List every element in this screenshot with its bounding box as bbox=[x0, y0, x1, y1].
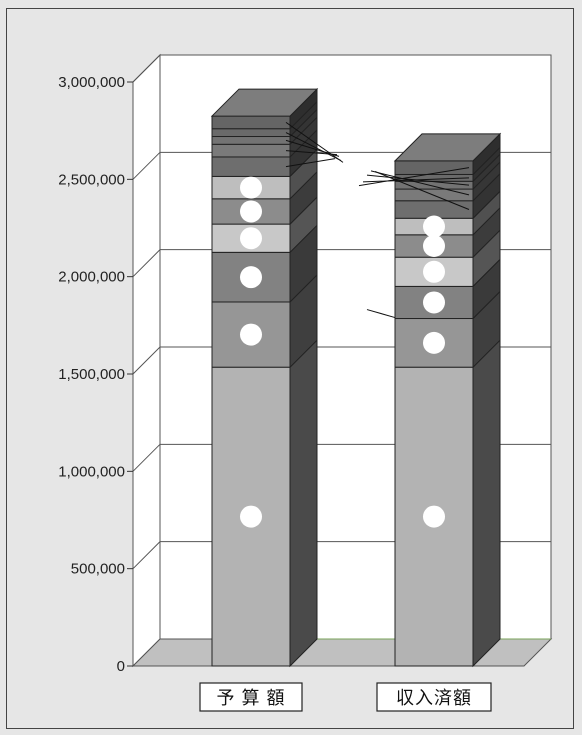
category-label: 収入済額 bbox=[396, 688, 472, 708]
bar-segment bbox=[394, 180, 474, 190]
leader-line bbox=[358, 167, 470, 187]
segment-marker bbox=[423, 215, 445, 238]
bar-top bbox=[210, 88, 319, 117]
leader-line bbox=[362, 177, 470, 183]
y-tick-label: 500,000 bbox=[71, 561, 125, 578]
x-axis-categories: 予 算 額 収入済額 bbox=[199, 682, 492, 712]
leader-line bbox=[366, 309, 396, 319]
leader-lines bbox=[285, 121, 470, 319]
y-tick-label: 1,500,000 bbox=[58, 366, 125, 383]
category-label-box bbox=[376, 682, 492, 712]
bar-top bbox=[393, 133, 502, 162]
bar-segment-side bbox=[472, 338, 501, 668]
category-label-box bbox=[199, 682, 303, 712]
segment-marker bbox=[423, 331, 445, 354]
leader-line bbox=[285, 158, 336, 168]
bar-segment bbox=[211, 115, 291, 130]
y-tick-label: 0 bbox=[117, 658, 125, 675]
y-tick-label: 3,000,000 bbox=[58, 74, 125, 91]
bar-segment bbox=[211, 143, 291, 158]
segment-marker bbox=[240, 323, 262, 346]
category-label: 予 算 額 bbox=[216, 688, 285, 708]
segment-marker bbox=[240, 200, 262, 223]
segment-marker bbox=[423, 235, 445, 258]
bar-segment bbox=[211, 136, 291, 145]
leader-line bbox=[285, 132, 342, 162]
y-axis: 0 500,000 1,000,000 1,500,000 2,000,000 2,500… bbox=[58, 74, 133, 675]
segment-marker bbox=[423, 291, 445, 314]
segment-markers bbox=[240, 176, 445, 528]
y-tick-label: 2,000,000 bbox=[58, 269, 125, 286]
bars bbox=[210, 87, 502, 668]
segment-marker bbox=[240, 227, 262, 250]
leader-line bbox=[370, 170, 470, 196]
segment-marker bbox=[423, 260, 445, 283]
leader-line bbox=[285, 121, 344, 163]
segment-marker bbox=[423, 505, 445, 528]
bar-segment bbox=[211, 156, 291, 177]
y-tick-label: 2,500,000 bbox=[58, 171, 125, 188]
y-tick-label: 1,000,000 bbox=[58, 463, 125, 480]
bar-segment-side bbox=[289, 338, 318, 668]
segment-marker bbox=[240, 505, 262, 528]
segment-marker bbox=[240, 176, 262, 199]
bar-segment bbox=[211, 128, 291, 138]
gridline bbox=[132, 54, 551, 83]
bar-segment bbox=[394, 160, 474, 175]
segment-marker bbox=[240, 266, 262, 289]
